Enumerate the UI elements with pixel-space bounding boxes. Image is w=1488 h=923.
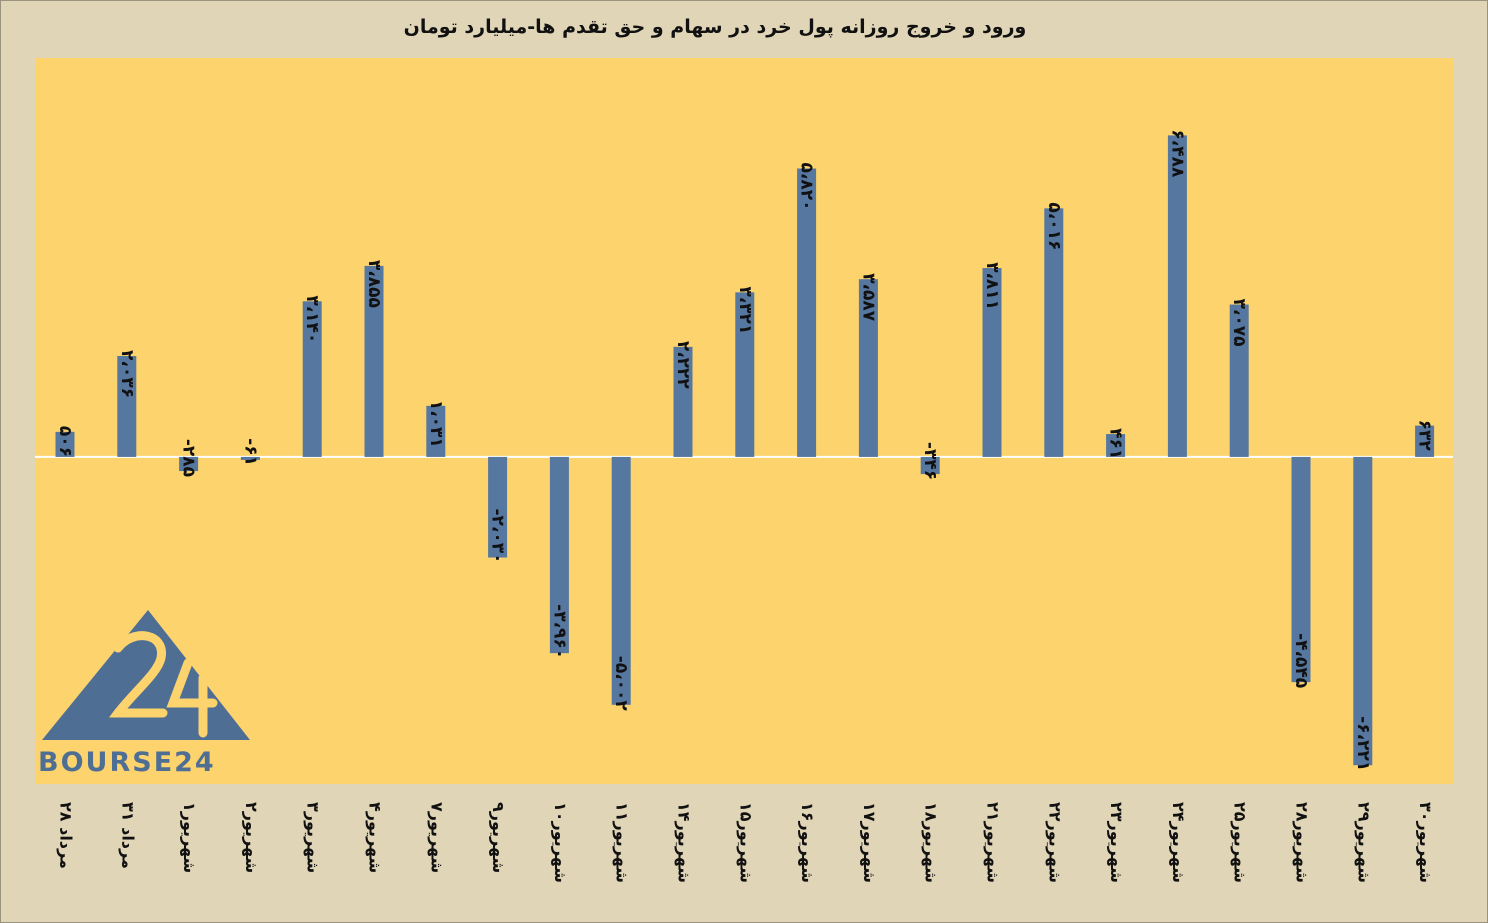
data-label: ۲،۰۳۶: [117, 350, 137, 398]
bar: [611, 456, 631, 705]
data-label: -۶،۲۲۱: [1353, 716, 1373, 771]
data-label: ۳،۸۵۵: [364, 260, 384, 308]
logo-text: BOURSE24: [38, 747, 216, 778]
bar: [1106, 434, 1126, 457]
bar: [858, 279, 878, 457]
data-label: ۱،۰۳۱: [426, 400, 446, 448]
category-label: ۲۸شهریور: [1293, 802, 1312, 883]
data-label: -۳،۹۶۰: [549, 604, 569, 659]
category-label: ۲۳شهریور: [1107, 802, 1126, 883]
bar: [488, 456, 508, 558]
data-label: ۲،۲۲۲: [673, 341, 693, 390]
data-label: -۴،۵۴۵: [1291, 633, 1311, 688]
bar: [117, 356, 137, 457]
data-label: -۵،۰۰۲: [611, 656, 631, 712]
data-label: ۶۳۲: [1415, 420, 1435, 452]
data-label: -۶۱: [240, 438, 260, 466]
data-label: ۴۶۱: [1106, 428, 1126, 459]
data-label: ۳،۵۸۷: [858, 273, 878, 322]
category-label: ۱۸شهریور: [922, 802, 941, 883]
data-label: ۵،۸۲۰: [797, 163, 817, 211]
bourse24-logo: BOURSE24: [38, 608, 253, 778]
category-label: ۳شهریور: [304, 802, 323, 873]
data-label: ۳،۳۲۱: [735, 286, 755, 334]
data-label: -۲۸۵: [179, 439, 199, 477]
category-label: ۱۱شهریور: [613, 802, 632, 883]
bar: [797, 168, 817, 457]
category-label: ۲۲شهریور: [1045, 802, 1064, 883]
category-label: ۲۹شهریور: [1354, 802, 1373, 883]
bar: [1353, 456, 1373, 766]
category-label: ۱۶شهریور: [798, 802, 817, 883]
bar: [673, 346, 693, 457]
logo-triangle-icon: [42, 610, 250, 740]
category-label: ۳۰شهریور: [1416, 802, 1435, 883]
data-label: ۵۰۶: [55, 426, 75, 457]
bar: [1415, 425, 1435, 457]
chart-title: ورود و خروج روزانه پول خرد در سهام و حق …: [403, 16, 1027, 38]
data-label: -۳۴۶: [920, 442, 940, 480]
bar: [920, 456, 940, 475]
data-label: ۳،۸۱۱: [982, 262, 1002, 310]
bar: [1291, 456, 1311, 683]
category-label: ۱۵شهریور: [736, 802, 755, 883]
category-label: ۹شهریور: [489, 802, 508, 873]
bar: [549, 456, 569, 654]
data-label: ۶،۴۸۸: [1167, 129, 1187, 178]
bar: [426, 405, 446, 457]
data-label: ۳،۰۷۵: [1229, 299, 1249, 347]
bar: [302, 301, 322, 457]
category-label: ۴شهریور: [366, 802, 385, 873]
category-label: ۷شهریور: [427, 802, 446, 873]
bar: [1167, 135, 1187, 457]
bar: [240, 456, 260, 460]
category-label: ۱شهریور: [180, 802, 199, 873]
bar: [1229, 304, 1249, 457]
category-label: ۲شهریور: [242, 802, 261, 873]
bar: [55, 431, 75, 457]
data-label: -۲،۰۳۰: [488, 508, 508, 563]
bar: [1044, 208, 1064, 457]
bar: [735, 292, 755, 457]
category-label: ۲۴شهریور: [1169, 802, 1188, 883]
data-label: ۵،۰۱۶: [1044, 202, 1064, 250]
bar: [982, 268, 1002, 457]
category-label: ۲۱شهریور: [984, 802, 1003, 883]
category-label: ۱۰شهریور: [551, 802, 570, 883]
category-label: ۳۱ مرداد: [118, 802, 137, 869]
category-label: ۱۴شهریور: [675, 802, 694, 883]
bar: [364, 265, 384, 457]
bar: [179, 456, 199, 472]
category-label: ۲۵شهریور: [1231, 802, 1250, 883]
data-label: ۳،۱۴۰: [302, 295, 322, 343]
category-label: ۲۸ مرداد: [57, 802, 76, 869]
category-label: ۱۷شهریور: [860, 802, 879, 883]
